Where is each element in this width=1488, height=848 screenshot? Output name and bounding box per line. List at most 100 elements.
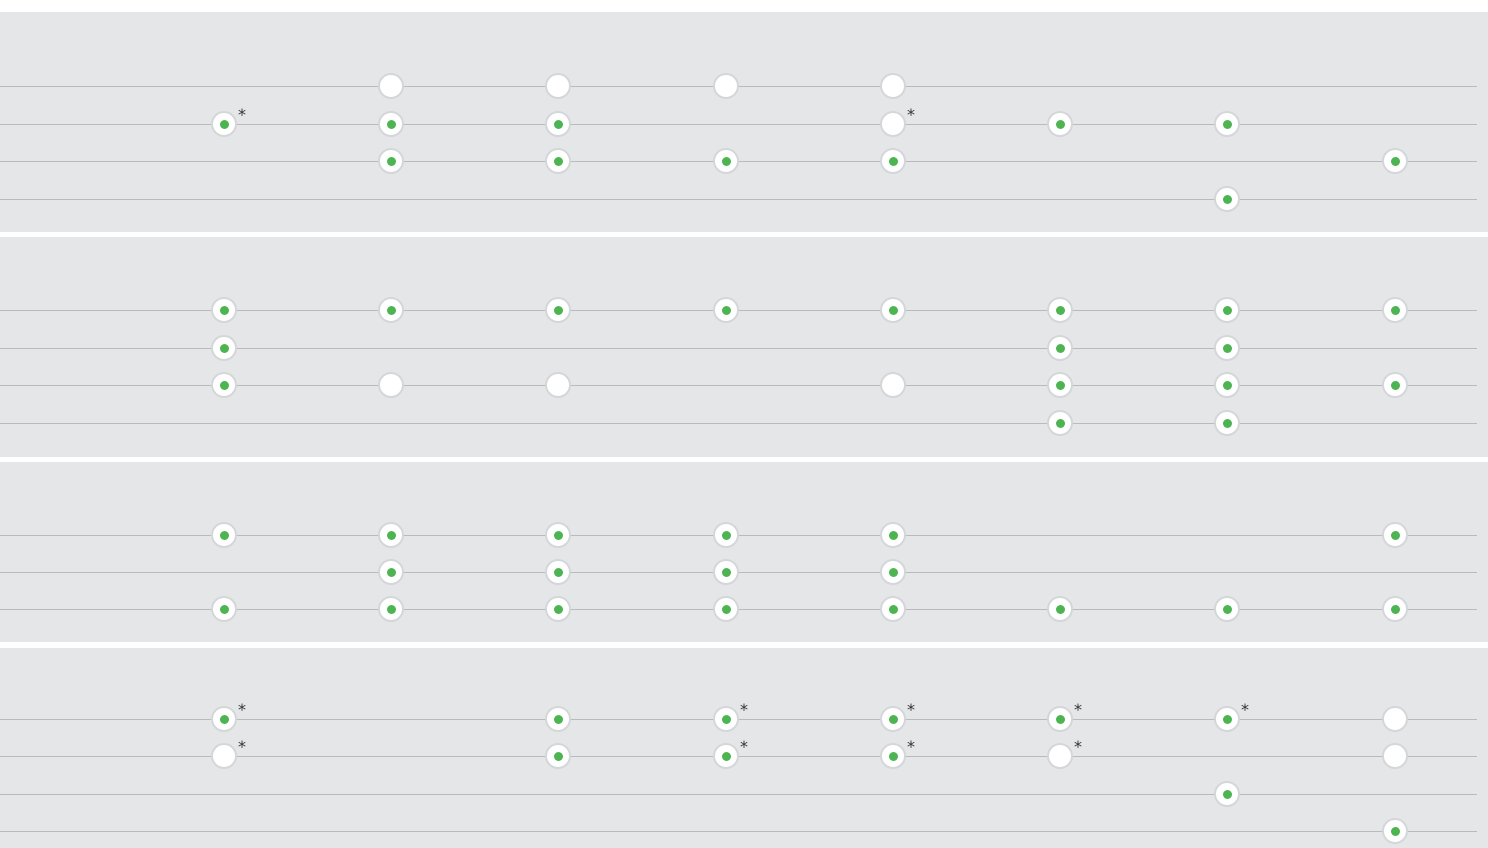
active-node[interactable] [545, 148, 571, 174]
active-node[interactable] [1214, 372, 1240, 398]
status-dot [888, 567, 898, 577]
active-node[interactable] [545, 522, 571, 548]
active-node[interactable] [1214, 706, 1240, 732]
status-dot [1222, 418, 1232, 428]
active-node[interactable] [713, 522, 739, 548]
active-node[interactable] [545, 297, 571, 323]
status-dot [888, 604, 898, 614]
status-dot [721, 156, 731, 166]
status-dot [1055, 305, 1065, 315]
active-node[interactable] [1382, 818, 1408, 844]
active-node[interactable] [1214, 186, 1240, 212]
active-node[interactable] [378, 297, 404, 323]
active-node[interactable] [1047, 706, 1073, 732]
row-line [0, 423, 1477, 424]
status-dot [888, 714, 898, 724]
status-dot [1390, 380, 1400, 390]
asterisk-marker: * [740, 737, 748, 756]
active-node[interactable] [211, 596, 237, 622]
active-node[interactable] [211, 522, 237, 548]
active-node[interactable] [1214, 335, 1240, 361]
status-dot [1055, 604, 1065, 614]
active-node[interactable] [545, 596, 571, 622]
active-node[interactable] [1382, 148, 1408, 174]
active-node[interactable] [1047, 372, 1073, 398]
active-node[interactable] [378, 522, 404, 548]
active-node[interactable] [1047, 410, 1073, 436]
active-node[interactable] [211, 297, 237, 323]
active-node[interactable] [1047, 335, 1073, 361]
active-node[interactable] [1214, 111, 1240, 137]
status-dot [1222, 789, 1232, 799]
status-dot [1055, 380, 1065, 390]
active-node[interactable] [880, 297, 906, 323]
active-node[interactable] [713, 148, 739, 174]
status-dot [386, 156, 396, 166]
row-line [0, 831, 1477, 832]
active-node[interactable] [545, 559, 571, 585]
empty-node[interactable] [545, 73, 571, 99]
empty-node[interactable] [1382, 706, 1408, 732]
grid-panel-1: * * [0, 12, 1488, 232]
empty-node[interactable] [880, 372, 906, 398]
active-node[interactable] [880, 706, 906, 732]
active-node[interactable] [713, 706, 739, 732]
empty-node[interactable] [378, 73, 404, 99]
active-node[interactable] [1047, 596, 1073, 622]
empty-node[interactable] [880, 111, 906, 137]
grid-panel-3 [0, 462, 1488, 642]
asterisk-marker: * [1241, 700, 1249, 719]
status-dot [386, 530, 396, 540]
active-node[interactable] [713, 297, 739, 323]
active-node[interactable] [1382, 297, 1408, 323]
active-node[interactable] [1047, 111, 1073, 137]
active-node[interactable] [713, 559, 739, 585]
status-dot [219, 530, 229, 540]
active-node[interactable] [378, 559, 404, 585]
active-node[interactable] [1382, 372, 1408, 398]
row-line [0, 199, 1477, 200]
status-dot [1390, 826, 1400, 836]
empty-node[interactable] [713, 73, 739, 99]
active-node[interactable] [880, 743, 906, 769]
active-node[interactable] [880, 522, 906, 548]
empty-node[interactable] [378, 372, 404, 398]
active-node[interactable] [545, 111, 571, 137]
active-node[interactable] [713, 596, 739, 622]
active-node[interactable] [880, 596, 906, 622]
status-dot [553, 305, 563, 315]
active-node[interactable] [1382, 596, 1408, 622]
status-dot [721, 604, 731, 614]
active-node[interactable] [378, 148, 404, 174]
active-node[interactable] [1214, 781, 1240, 807]
active-node[interactable] [1214, 410, 1240, 436]
row-line [0, 385, 1477, 386]
active-node[interactable] [880, 148, 906, 174]
active-node[interactable] [545, 743, 571, 769]
empty-node[interactable] [880, 73, 906, 99]
empty-node[interactable] [1382, 743, 1408, 769]
active-node[interactable] [713, 743, 739, 769]
status-dot [553, 530, 563, 540]
active-node[interactable] [1047, 297, 1073, 323]
active-node[interactable] [211, 335, 237, 361]
active-node[interactable] [378, 596, 404, 622]
active-node[interactable] [211, 372, 237, 398]
empty-node[interactable] [545, 372, 571, 398]
status-dot [219, 343, 229, 353]
active-node[interactable] [545, 706, 571, 732]
active-node[interactable] [1382, 522, 1408, 548]
empty-node[interactable] [1047, 743, 1073, 769]
active-node[interactable] [880, 559, 906, 585]
active-node[interactable] [1214, 596, 1240, 622]
active-node[interactable] [211, 111, 237, 137]
active-node[interactable] [211, 706, 237, 732]
asterisk-marker: * [238, 700, 246, 719]
status-dot [386, 305, 396, 315]
empty-node[interactable] [211, 743, 237, 769]
active-node[interactable] [1214, 297, 1240, 323]
status-dot [1222, 194, 1232, 204]
status-dot [386, 119, 396, 129]
active-node[interactable] [378, 111, 404, 137]
